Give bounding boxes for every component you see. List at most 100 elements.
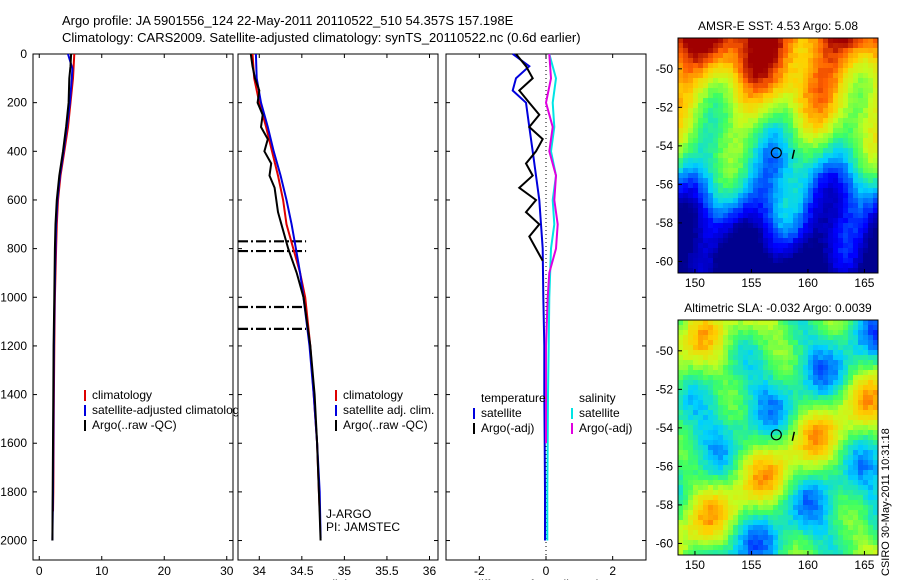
- map-cell: [858, 410, 863, 415]
- map-cell: [833, 525, 838, 530]
- map-cell: [723, 103, 728, 108]
- map-cell: [718, 103, 723, 108]
- map-cell: [758, 540, 763, 545]
- map-cell: [718, 133, 723, 138]
- map-cell: [858, 173, 863, 178]
- map-cell: [793, 475, 798, 480]
- map-cell: [683, 153, 688, 158]
- map-cell: [768, 193, 773, 198]
- map-cell: [783, 510, 788, 515]
- map-cell: [758, 63, 763, 68]
- map-cell: [868, 198, 873, 203]
- map-cell: [723, 223, 728, 228]
- map-cell: [848, 395, 853, 400]
- map-cell: [858, 168, 863, 173]
- map-cell: [858, 238, 863, 243]
- map-cell: [718, 435, 723, 440]
- map-cell: [723, 370, 728, 375]
- map-cell: [708, 540, 713, 545]
- map-cell: [818, 53, 823, 58]
- map-cell: [753, 113, 758, 118]
- map-cell: [713, 490, 718, 495]
- map-cell: [863, 163, 868, 168]
- map-cell: [743, 108, 748, 113]
- map-cell: [733, 213, 738, 218]
- map-cell: [708, 335, 713, 340]
- map-cell: [748, 213, 753, 218]
- map-cell: [743, 320, 748, 325]
- map-cell: [833, 470, 838, 475]
- map-cell: [833, 238, 838, 243]
- map-cell: [838, 495, 843, 500]
- map-cell: [693, 350, 698, 355]
- map-cell: [818, 335, 823, 340]
- map-cell: [718, 168, 723, 173]
- map-cell: [833, 83, 838, 88]
- map-cell: [838, 515, 843, 520]
- map-cell: [833, 505, 838, 510]
- map-cell: [798, 480, 803, 485]
- map-cell: [743, 545, 748, 550]
- map-cell: [728, 410, 733, 415]
- map-cell: [808, 530, 813, 535]
- map-cell: [688, 450, 693, 455]
- map-cell: [818, 370, 823, 375]
- map-cell: [703, 370, 708, 375]
- map-cell: [768, 445, 773, 450]
- map-cell: [778, 460, 783, 465]
- map-cell: [848, 258, 853, 263]
- map-cell: [738, 68, 743, 73]
- map-cell: [703, 158, 708, 163]
- map-cell: [868, 123, 873, 128]
- map-cell: [698, 53, 703, 58]
- map-cell: [693, 48, 698, 53]
- map-cell: [738, 243, 743, 248]
- map-cell: [778, 38, 783, 43]
- map-cell: [848, 228, 853, 233]
- map-cell: [733, 335, 738, 340]
- map-cell: [678, 375, 683, 380]
- map-cell: [753, 435, 758, 440]
- map-cell: [733, 540, 738, 545]
- map-cell: [733, 153, 738, 158]
- map-cell: [708, 263, 713, 268]
- map-cell: [713, 53, 718, 58]
- map-cell: [823, 375, 828, 380]
- map-cell: [688, 525, 693, 530]
- map-cell: [793, 173, 798, 178]
- map-cell: [858, 540, 863, 545]
- map-cell: [793, 53, 798, 58]
- map-cell: [688, 320, 693, 325]
- map-cell: [683, 233, 688, 238]
- map-cell: [723, 365, 728, 370]
- map-cell: [733, 325, 738, 330]
- map-cell: [683, 63, 688, 68]
- map-cell: [788, 435, 793, 440]
- map-cell: [828, 330, 833, 335]
- map-cell: [718, 530, 723, 535]
- map-cell: [853, 380, 858, 385]
- map-cell: [678, 390, 683, 395]
- map-cell: [833, 213, 838, 218]
- map-cell: [738, 425, 743, 430]
- map-cell: [833, 63, 838, 68]
- map-cell: [693, 465, 698, 470]
- map-cell: [718, 440, 723, 445]
- map-cell: [778, 415, 783, 420]
- map-cell: [783, 455, 788, 460]
- map-cell: [763, 510, 768, 515]
- map-cell: [678, 335, 683, 340]
- map-cell: [828, 78, 833, 83]
- map-cell: [843, 390, 848, 395]
- map-cell: [823, 48, 828, 53]
- map-cell: [703, 143, 708, 148]
- map-cell: [748, 98, 753, 103]
- map-cell: [783, 158, 788, 163]
- map-cell: [808, 113, 813, 118]
- map-cell: [758, 118, 763, 123]
- map-cell: [683, 455, 688, 460]
- map-cell: [873, 103, 878, 108]
- map-cell: [683, 228, 688, 233]
- map-cell: [718, 465, 723, 470]
- map-cell: [713, 98, 718, 103]
